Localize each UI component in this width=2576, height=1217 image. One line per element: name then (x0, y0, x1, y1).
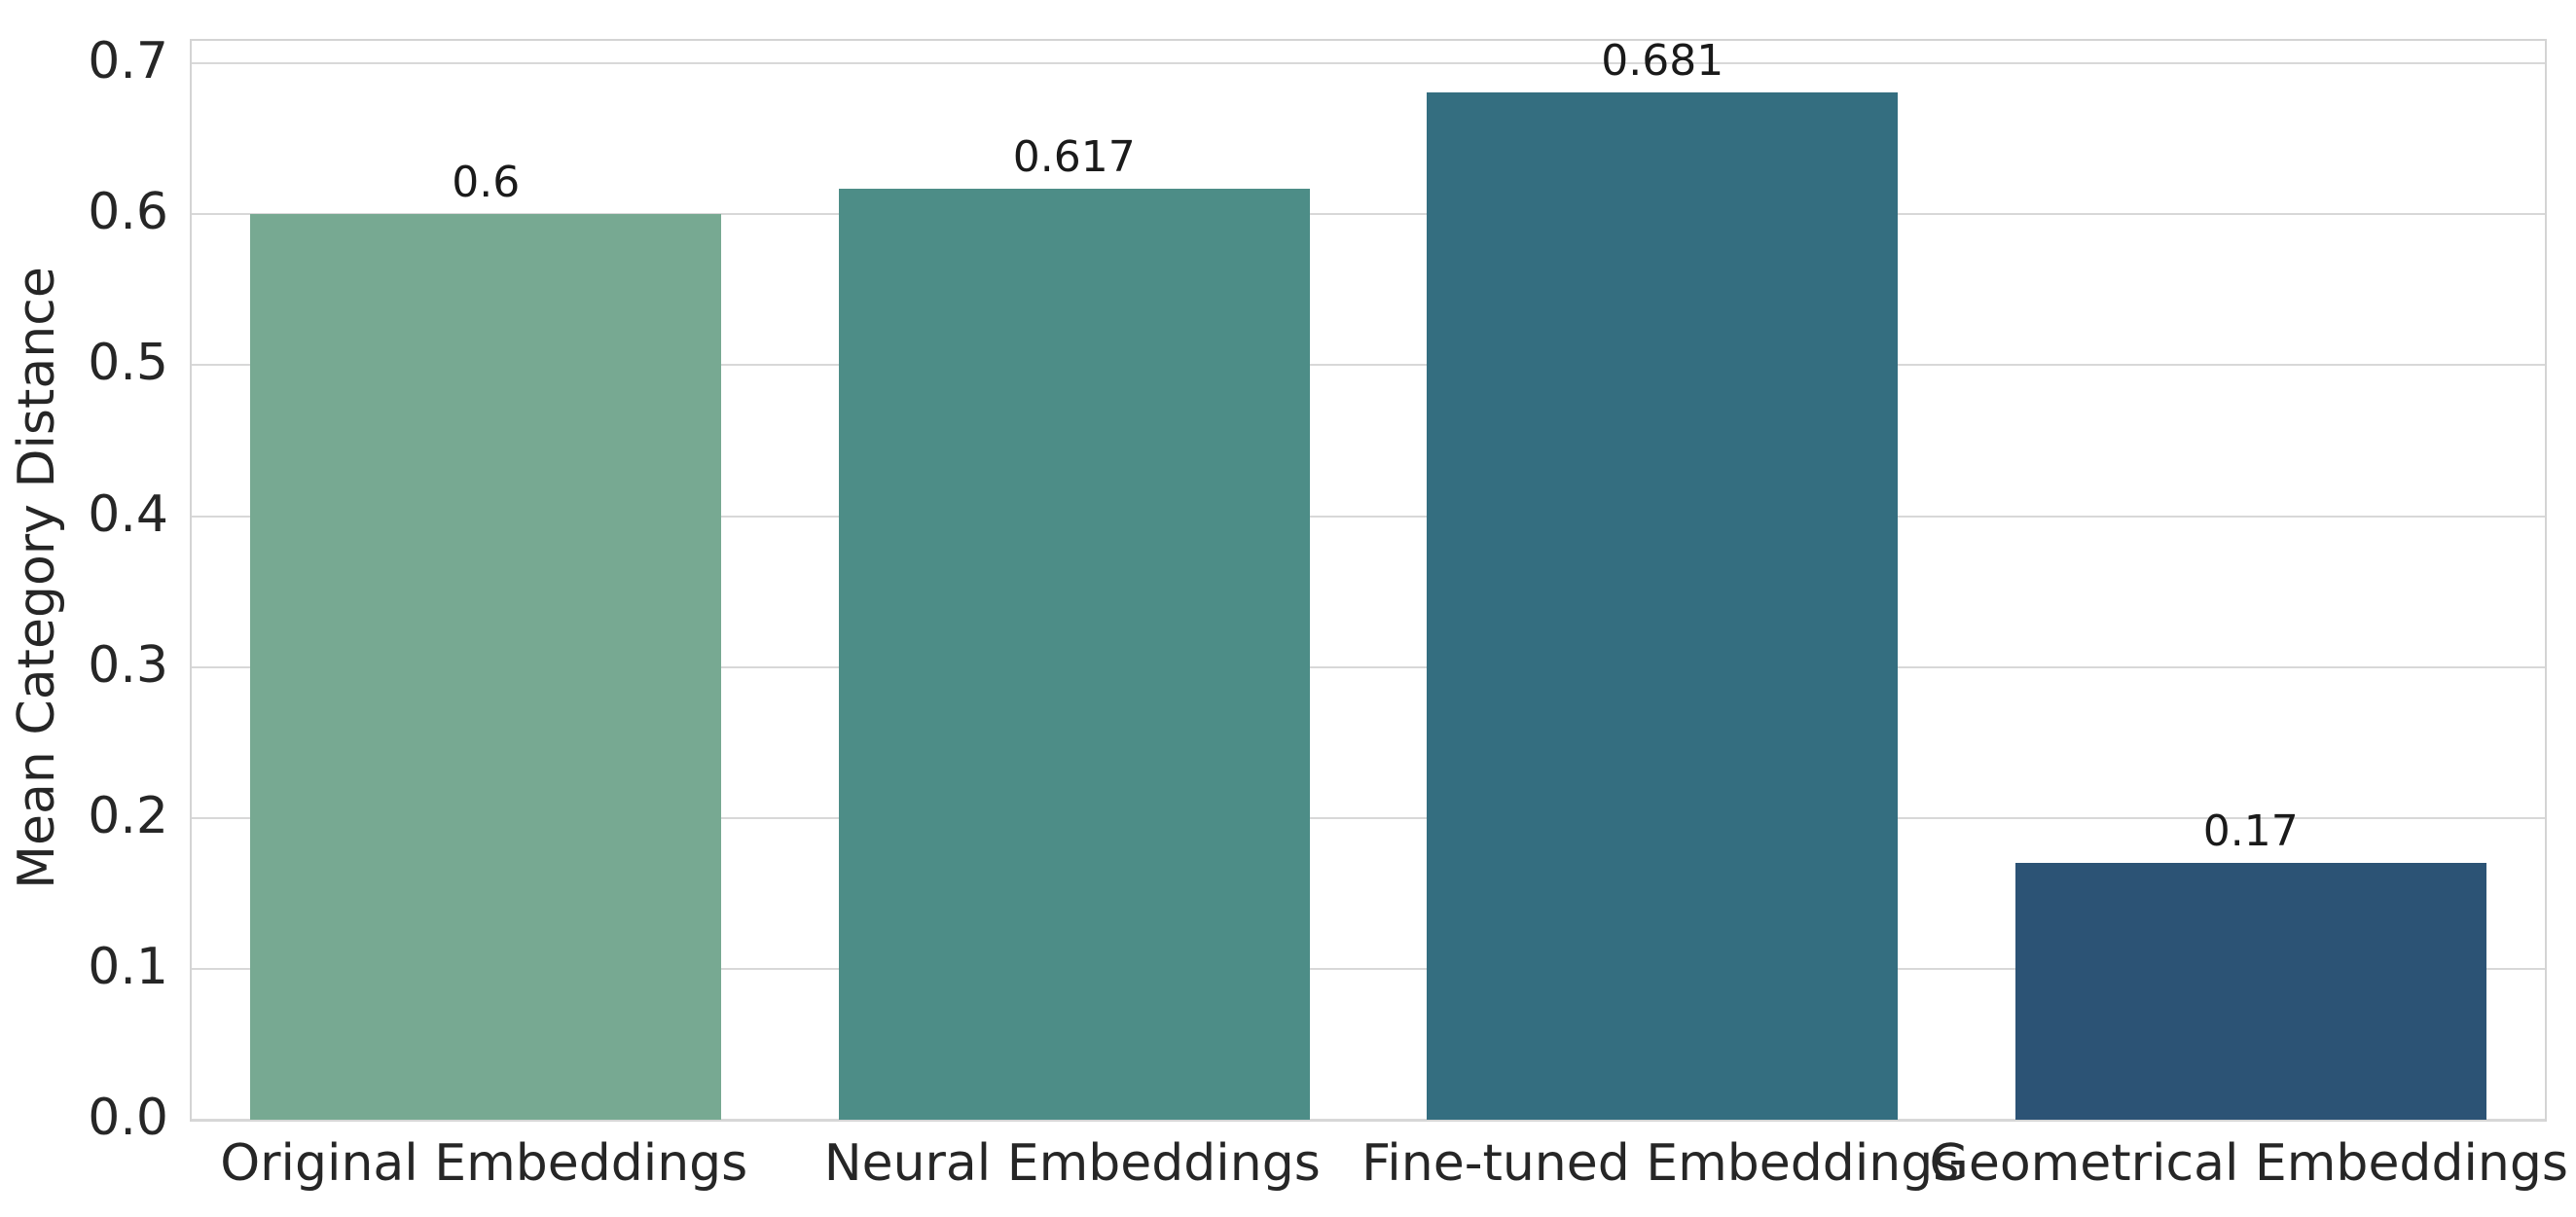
x-tick-label: Fine-tuned Embeddings (1361, 1134, 1960, 1193)
gridline-y-0.0 (192, 1119, 2545, 1121)
y-tick-label: 0.6 (88, 183, 168, 242)
gridline-y-0.4 (192, 515, 2545, 518)
gridline-y-0.2 (192, 816, 2545, 819)
bar-value-label: 0.681 (1601, 35, 1724, 86)
y-tick-label: 0.4 (88, 484, 168, 544)
y-axis-label: Mean Category Distance (8, 267, 66, 889)
x-tick-label: Original Embeddings (220, 1134, 748, 1193)
y-tick-label: 0.3 (88, 635, 168, 695)
gridline-y-0.6 (192, 213, 2545, 216)
plot-area: 0.6 0.617 0.681 0.17 (190, 39, 2547, 1122)
gridline-y-0.5 (192, 364, 2545, 367)
gridline-y-0.1 (192, 967, 2545, 970)
bar-fine-tuned-embeddings (1427, 91, 1899, 1120)
bar-value-label: 0.617 (1012, 132, 1136, 182)
bar-value-label: 0.17 (2202, 806, 2299, 857)
y-tick-label: 0.2 (88, 786, 168, 845)
y-tick-label: 0.0 (88, 1089, 168, 1147)
x-tick-label: Neural Embeddings (823, 1134, 1321, 1193)
bar-neural-embeddings (838, 189, 1310, 1120)
gridline-y-0.7 (192, 62, 2545, 65)
y-tick-label: 0.7 (88, 32, 168, 91)
bar-original-embeddings (250, 214, 722, 1120)
gridline-y-0.3 (192, 665, 2545, 668)
y-tick-label: 0.5 (88, 334, 168, 393)
bar-geometrical-embeddings (2014, 863, 2486, 1120)
y-tick-label: 0.1 (88, 937, 168, 996)
bar-value-label: 0.6 (452, 158, 521, 208)
x-tick-label: Geometrical Embeddings (1929, 1134, 2568, 1193)
